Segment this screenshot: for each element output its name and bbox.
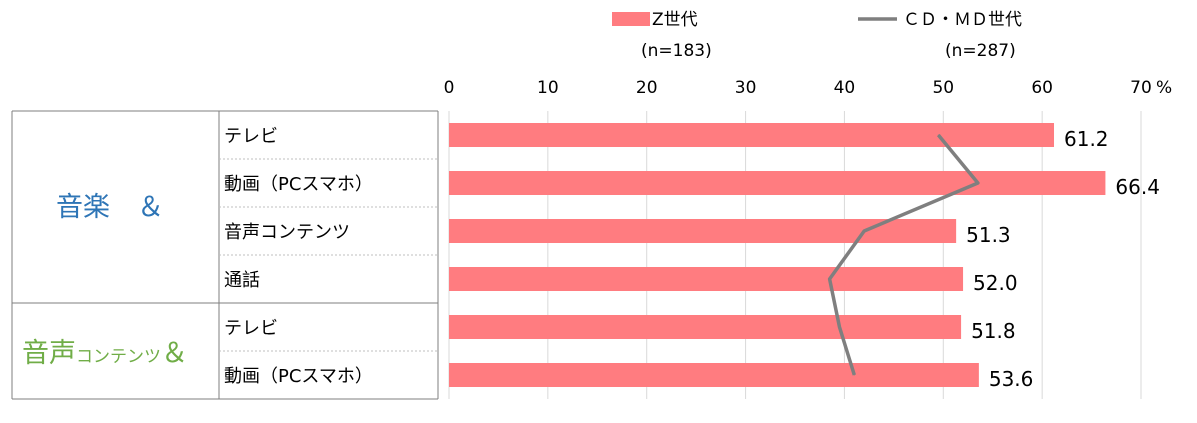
x-tick-0: 0 xyxy=(444,78,455,98)
line-cdmd-point-2 xyxy=(863,230,865,232)
row-label-3: 通話 xyxy=(224,270,260,291)
legend-label-z: Z世代 xyxy=(652,10,698,30)
group-label-audio-main: 音声 xyxy=(22,338,76,369)
legend-label-cdmd: ＣＤ・ＭＤ世代 xyxy=(903,10,1022,30)
bar-z-0 xyxy=(449,123,1055,147)
value-label-z-4: 51.8 xyxy=(971,319,1016,343)
category-table: 音楽 ＆ 音声コンテンツ＆ テレビ動画（PCスマホ）音声コンテンツ通話テレビ動画… xyxy=(11,110,439,400)
x-tick-70: 70 xyxy=(1130,78,1152,98)
line-cdmd xyxy=(827,133,980,376)
line-cdmd-point-1 xyxy=(977,182,979,184)
line-cdmd-point-4 xyxy=(838,326,840,328)
line-cdmd-point-5 xyxy=(853,374,855,376)
value-label-z-0: 61.2 xyxy=(1064,127,1109,151)
group-label-audio-small: コンテンツ xyxy=(76,347,161,367)
x-tick-60: 60 xyxy=(1031,78,1053,98)
group-label-audio-amp: ＆ xyxy=(161,338,188,369)
line-cdmd-point-0 xyxy=(937,134,939,136)
bar-z-4 xyxy=(449,315,962,339)
bar-z-3 xyxy=(449,267,964,291)
legend-swatch-z xyxy=(612,12,650,26)
gridlines xyxy=(448,111,1142,399)
bar-z-2 xyxy=(449,219,957,243)
x-tick-labels: 0 10 20 30 40 50 60 70% xyxy=(444,78,1173,98)
x-tick-40: 40 xyxy=(834,78,856,98)
x-tick-50: 50 xyxy=(932,78,954,98)
value-label-z-2: 51.3 xyxy=(966,223,1011,247)
bars-z xyxy=(449,123,1106,387)
value-label-z-3: 52.0 xyxy=(973,271,1018,295)
line-cdmd-path xyxy=(827,133,980,376)
bar-z-1 xyxy=(449,171,1106,195)
legend-n-cdmd: (n=287) xyxy=(945,41,1016,61)
line-cdmd-point-3 xyxy=(829,278,831,280)
x-tick-10: 10 xyxy=(537,78,559,98)
legend-n-z: (n=183) xyxy=(641,41,712,61)
value-label-z-1: 66.4 xyxy=(1115,175,1160,199)
bar-z-5 xyxy=(449,363,979,387)
row-label-1: 動画（PCスマホ） xyxy=(224,174,373,195)
value-label-z-5: 53.6 xyxy=(989,367,1034,391)
x-tick-30: 30 xyxy=(735,78,757,98)
group-label-music: 音楽 ＆ xyxy=(56,192,164,223)
row-label-5: 動画（PCスマホ） xyxy=(224,366,373,387)
row-label-2: 音声コンテンツ xyxy=(224,222,350,243)
row-label-0: テレビ xyxy=(224,126,278,147)
group-label-audio-content: 音声コンテンツ＆ xyxy=(22,338,188,369)
x-unit-label: % xyxy=(1156,78,1172,98)
bar-value-labels: 61.266.4 51.3 52.0 51.8 53.6 xyxy=(966,127,1160,391)
row-label-4: テレビ xyxy=(224,318,278,339)
legend: Z世代 (n=183) ＣＤ・ＭＤ世代 (n=287) xyxy=(612,10,1022,61)
x-tick-20: 20 xyxy=(636,78,658,98)
